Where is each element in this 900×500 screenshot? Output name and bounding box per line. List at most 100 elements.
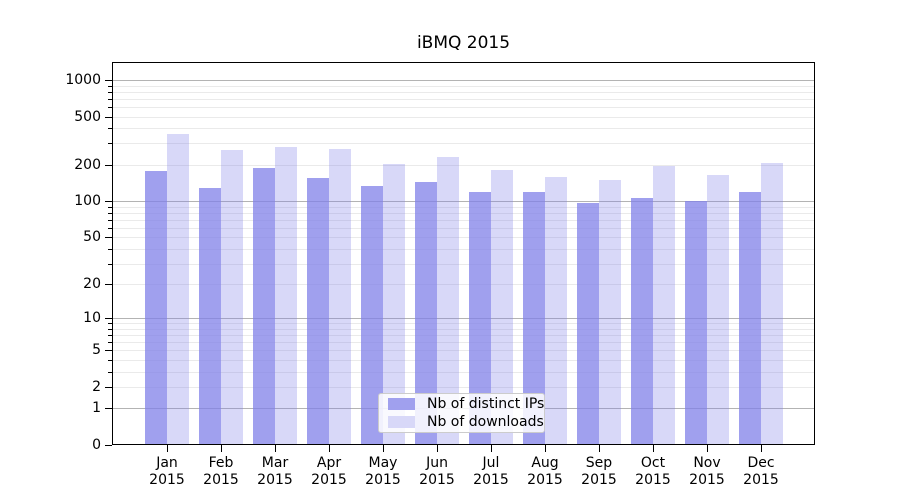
x-tick-label-oct: Oct 2015 [621,455,685,489]
bar-apr-distinct-ips [307,178,329,444]
y-gridline-minor-900 [113,86,814,87]
x-tick-label-month-apr: Apr [316,455,342,471]
y-minortick-800 [108,92,112,93]
x-tick-label-month-dec: Dec [747,455,775,471]
x-tick-label-year-jul: 2015 [473,472,509,488]
y-gridline-minor-90 [113,207,814,208]
y-minortick-3 [108,372,112,373]
x-tick-label-year-jan: 2015 [149,472,185,488]
x-tick-aug [545,445,546,452]
plot-area [112,62,815,445]
bar-jun-downloads [437,157,459,444]
y-gridline-minor-50 [113,237,814,238]
y-minortick-6 [108,342,112,343]
x-tick-dec [761,445,762,452]
chart-title: iBMQ 2015 [416,33,511,53]
y-tick-20 [105,284,112,285]
x-tick-label-may: May 2015 [351,455,415,489]
y-tick-1000 [105,80,112,81]
bar-jul-downloads [491,170,513,444]
bar-may-downloads [383,164,405,444]
bar-feb-distinct-ips [199,188,221,444]
y-minortick-7 [108,335,112,336]
y-tick-label-10: 10 [83,310,101,326]
x-tick-jan [167,445,168,452]
x-tick-label-month-nov: Nov [693,455,721,471]
legend-swatch-downloads [388,416,415,428]
x-tick-label-year-mar: 2015 [257,472,293,488]
x-tick-label-month-sep: Sep [585,455,613,471]
plot-canvas [113,63,814,444]
y-minortick-8 [108,329,112,330]
y-gridline-minor-3 [113,372,814,373]
y-tick-200 [105,165,112,166]
legend: Nb of distinct IPs Nb of downloads [378,393,545,433]
y-gridline-minor-5 [113,350,814,351]
y-tick-500 [105,117,112,118]
y-tick-label-0: 0 [92,437,101,453]
bar-nov-downloads [707,175,729,444]
y-minortick-900 [108,86,112,87]
bar-dec-distinct-ips [739,192,761,444]
x-tick-label-year-nov: 2015 [689,472,725,488]
y-gridline-minor-8 [113,329,814,330]
y-gridline-minor-6 [113,342,814,343]
x-tick-label-jun: Jun 2015 [405,455,469,489]
y-gridline-minor-9 [113,323,814,324]
x-tick-label-month-jul: Jul [482,455,500,471]
x-tick-label-jan: Jan 2015 [135,455,199,489]
x-tick-oct [653,445,654,452]
x-tick-jul [491,445,492,452]
y-tick-label-200: 200 [74,157,101,173]
x-tick-label-mar: Mar 2015 [243,455,307,489]
bar-jul-distinct-ips [469,192,491,444]
y-gridline-major-10 [113,318,814,319]
bar-sep-downloads [599,180,621,444]
bar-may-distinct-ips [361,186,383,444]
y-gridline-minor-600 [113,107,814,108]
bar-jan-distinct-ips [145,171,167,444]
y-minortick-300 [108,143,112,144]
y-tick-10 [105,318,112,319]
y-tick-label-100: 100 [74,193,101,209]
y-gridline-minor-70 [113,220,814,221]
bar-oct-downloads [653,166,675,444]
x-tick-label-feb: Feb 2015 [189,455,253,489]
x-tick-label-year-dec: 2015 [743,472,779,488]
y-minortick-70 [108,220,112,221]
y-tick-label-1000: 1000 [65,72,101,88]
x-tick-apr [329,445,330,452]
y-minortick-90 [108,207,112,208]
bar-feb-downloads [221,150,243,444]
y-gridline-minor-400 [113,128,814,129]
bar-mar-distinct-ips [253,168,275,444]
y-tick-label-5: 5 [92,342,101,358]
bar-mar-downloads [275,147,297,444]
y-minortick-40 [108,249,112,250]
x-tick-may [383,445,384,452]
y-gridline-minor-2 [113,387,814,388]
y-minortick-80 [108,213,112,214]
x-tick-sep [599,445,600,452]
x-tick-label-year-aug: 2015 [527,472,563,488]
x-tick-label-apr: Apr 2015 [297,455,361,489]
x-tick-label-year-oct: 2015 [635,472,671,488]
x-tick-label-year-apr: 2015 [311,472,347,488]
legend-entry-downloads: Nb of downloads [379,413,544,431]
y-gridline-major-1000 [113,80,814,81]
y-gridline-minor-500 [113,117,814,118]
legend-label-downloads: Nb of downloads [427,414,544,430]
y-tick-label-20: 20 [83,276,101,292]
bar-apr-downloads [329,149,351,444]
y-tick-50 [105,237,112,238]
y-minortick-400 [108,128,112,129]
x-tick-label-month-feb: Feb [208,455,234,471]
bar-aug-downloads [545,177,567,444]
y-gridline-major-100 [113,201,814,202]
y-gridline-minor-300 [113,143,814,144]
x-tick-label-month-jun: Jun [426,455,448,471]
y-minortick-30 [108,264,112,265]
y-gridline-minor-7 [113,335,814,336]
y-tick-2 [105,387,112,388]
x-tick-label-dec: Dec 2015 [729,455,793,489]
